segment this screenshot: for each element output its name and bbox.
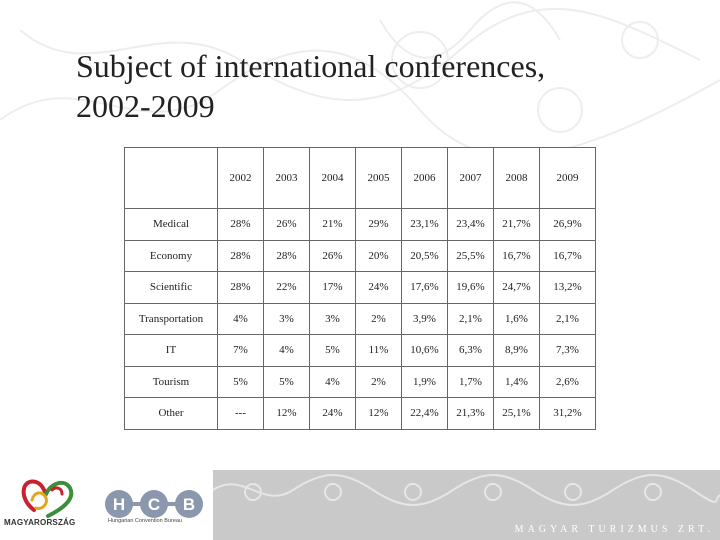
table-cell: 2,1% — [539, 302, 596, 335]
table-row: Economy 28% 28% 26% 20% 20,5% 25,5% 16,7… — [124, 239, 596, 272]
row-label: Scientific — [124, 271, 218, 304]
table-cell: 24,7% — [493, 271, 540, 304]
table-cell: 16,7% — [539, 239, 596, 272]
table-row: Scientific 28% 22% 17% 24% 17,6% 19,6% 2… — [124, 271, 596, 304]
table-cell: 4% — [309, 365, 356, 398]
table-cell: 23,1% — [401, 208, 448, 241]
table-cell: 5% — [309, 334, 356, 367]
table-cell: 26% — [263, 208, 310, 241]
table-cell: 19,6% — [447, 271, 494, 304]
table-cell: 26% — [309, 239, 356, 272]
table-cell: 21,7% — [493, 208, 540, 241]
table-cell: 17,6% — [401, 271, 448, 304]
table-cell: 28% — [217, 208, 264, 241]
table-cell: 21,3% — [447, 397, 494, 430]
table-cell: 28% — [217, 271, 264, 304]
table-cell: 17% — [309, 271, 356, 304]
table-cell: 24% — [309, 397, 356, 430]
year-header: 2007 — [447, 147, 494, 209]
table-cell: 2% — [355, 365, 402, 398]
table-cell: 29% — [355, 208, 402, 241]
table-row: Medical 28% 26% 21% 29% 23,1% 23,4% 21,7… — [124, 208, 596, 241]
table-row: Tourism 5% 5% 4% 2% 1,9% 1,7% 1,4% 2,6% — [124, 365, 596, 398]
table-cell: 22,4% — [401, 397, 448, 430]
table-cell: 31,2% — [539, 397, 596, 430]
table-cell: 26,9% — [539, 208, 596, 241]
row-label: Other — [124, 397, 218, 430]
table-cell: 20,5% — [401, 239, 448, 272]
table-cell: 23,4% — [447, 208, 494, 241]
magyarorszag-heart-logo — [21, 479, 74, 518]
year-header: 2005 — [355, 147, 402, 209]
table-cell: 7% — [217, 334, 264, 367]
table-cell: 24% — [355, 271, 402, 304]
table-cell: 13,2% — [539, 271, 596, 304]
table-cell: 1,7% — [447, 365, 494, 398]
table-row: Other --- 12% 24% 12% 22,4% 21,3% 25,1% … — [124, 397, 596, 430]
table-cell: 2% — [355, 302, 402, 335]
table-cell: 21% — [309, 208, 356, 241]
table-cell: 7,3% — [539, 334, 596, 367]
table-cell: 3,9% — [401, 302, 448, 335]
row-label: Tourism — [124, 365, 218, 398]
slide-title: Subject of international conferences, 20… — [76, 46, 676, 126]
table-corner-cell — [124, 147, 218, 209]
table-cell: 25,1% — [493, 397, 540, 430]
table-cell: 5% — [263, 365, 310, 398]
table-cell: 10,6% — [401, 334, 448, 367]
row-label: Transportation — [124, 302, 218, 335]
row-label: IT — [124, 334, 218, 367]
table-cell: 12% — [355, 397, 402, 430]
table-cell: 1,6% — [493, 302, 540, 335]
table-cell: --- — [217, 397, 264, 430]
table-cell: 6,3% — [447, 334, 494, 367]
conference-subject-table: 2002 2003 2004 2005 2006 2007 2008 2009 … — [124, 147, 596, 430]
magyar-turizmus-text: MAGYAR TURIZMUS ZRT. — [514, 524, 714, 535]
table-cell: 1,4% — [493, 365, 540, 398]
table-cell: 20% — [355, 239, 402, 272]
table-row: IT 7% 4% 5% 11% 10,6% 6,3% 8,9% 7,3% — [124, 334, 596, 367]
year-header: 2008 — [493, 147, 540, 209]
hcb-letter-c: C — [148, 495, 160, 514]
hcb-subtitle: Hungarian Convention Bureau — [108, 518, 182, 524]
table-cell: 12% — [263, 397, 310, 430]
hcb-logo: H C B — [105, 490, 203, 518]
year-header: 2004 — [309, 147, 356, 209]
table-cell: 2,6% — [539, 365, 596, 398]
table-cell: 4% — [217, 302, 264, 335]
year-header: 2002 — [217, 147, 264, 209]
table-cell: 4% — [263, 334, 310, 367]
hcb-letter-b: B — [183, 495, 195, 514]
table-cell: 8,9% — [493, 334, 540, 367]
table-cell: 3% — [309, 302, 356, 335]
table-cell: 11% — [355, 334, 402, 367]
table-cell: 3% — [263, 302, 310, 335]
slide-title-line-2: 2002-2009 — [76, 88, 215, 124]
table-cell: 25,5% — [447, 239, 494, 272]
hcb-letter-h: H — [113, 495, 125, 514]
magyarorszag-logo-text: MAGYARORSZÁG — [4, 518, 76, 527]
year-header: 2006 — [401, 147, 448, 209]
table-cell: 5% — [217, 365, 264, 398]
footer-band: MAGYAR TURIZMUS ZRT. — [213, 470, 720, 540]
row-label: Economy — [124, 239, 218, 272]
table-cell: 28% — [217, 239, 264, 272]
table-cell: 28% — [263, 239, 310, 272]
table-header-row: 2002 2003 2004 2005 2006 2007 2008 2009 — [124, 147, 596, 209]
table-row: Transportation 4% 3% 3% 2% 3,9% 2,1% 1,6… — [124, 302, 596, 335]
slide-title-line-1: Subject of international conferences, — [76, 48, 546, 84]
table-cell: 1,9% — [401, 365, 448, 398]
table-cell: 2,1% — [447, 302, 494, 335]
table-cell: 22% — [263, 271, 310, 304]
row-label: Medical — [124, 208, 218, 241]
band-ornament — [213, 474, 720, 506]
table-cell: 16,7% — [493, 239, 540, 272]
year-header: 2009 — [539, 147, 596, 209]
year-header: 2003 — [263, 147, 310, 209]
